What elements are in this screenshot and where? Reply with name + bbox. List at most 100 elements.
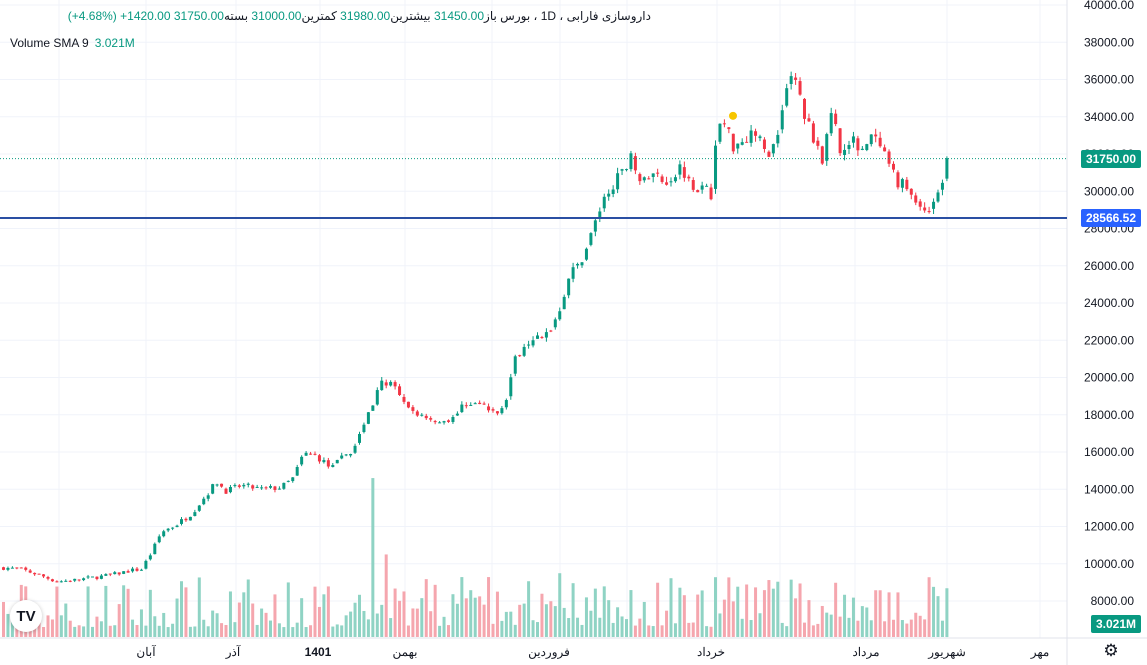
candle-body (816, 140, 820, 146)
candle-body (246, 483, 250, 485)
volume-bar (794, 598, 798, 637)
candle-body (874, 134, 878, 137)
candle-body (260, 487, 264, 489)
candle-body (896, 172, 900, 188)
gear-icon[interactable]: ⚙ (1103, 641, 1119, 660)
volume-bar (366, 619, 370, 637)
candle-body (593, 220, 597, 232)
volume-bar (709, 626, 713, 637)
volume-bar (353, 602, 357, 637)
candle-body (202, 498, 206, 505)
volume-bar (736, 586, 740, 637)
volume-bar (473, 597, 477, 637)
volume-bar (776, 581, 780, 637)
grid-lines (0, 0, 1067, 638)
volume-bar (758, 613, 762, 637)
candle-body (478, 402, 482, 405)
candle-body (638, 174, 642, 182)
volume-bar (317, 606, 321, 637)
y-tick-label: 34000.00 (1084, 110, 1134, 124)
candle-body (464, 405, 468, 407)
candle-body (522, 346, 526, 356)
candle-body (415, 411, 419, 416)
volume-bar (598, 617, 602, 637)
volume-bar (171, 623, 175, 637)
volume-bar (402, 591, 406, 637)
legend-high-label: بیشترین (390, 9, 431, 23)
candle-body (300, 456, 304, 465)
volume-bar (945, 588, 949, 637)
candle-body (277, 488, 281, 490)
candle-body (504, 400, 508, 408)
volume-bar (936, 596, 940, 637)
candle-body (727, 127, 731, 130)
candle-body (180, 519, 183, 524)
volume-bar (651, 626, 655, 637)
volume-bar (300, 598, 304, 637)
volume-bar (705, 626, 709, 637)
volume-bar (696, 594, 700, 637)
candle-body (709, 187, 713, 200)
candle-body (358, 433, 361, 443)
candle-body (892, 163, 895, 170)
candle-body (602, 196, 606, 209)
candle-body (629, 153, 633, 170)
volume-bar (914, 612, 918, 637)
candle-body (936, 192, 940, 202)
candle-body (869, 134, 873, 145)
candle-body (656, 172, 660, 174)
candle-body (50, 579, 54, 582)
legend-close-label: بسته (223, 9, 249, 23)
legend-interval: 1D (540, 9, 557, 23)
candle-body (767, 151, 771, 157)
volume-bar (687, 622, 691, 637)
volume-bar (789, 579, 793, 637)
candle-body (473, 403, 477, 405)
volume-bar (406, 625, 410, 637)
volume-bar (940, 620, 944, 637)
volume-bar (771, 588, 775, 637)
volume-bar (584, 597, 588, 637)
volume-bar (193, 626, 197, 637)
candle-body (331, 465, 335, 468)
last-price-badge: 31750.00 (1080, 150, 1141, 168)
candle-body (571, 267, 575, 279)
volume-bar (883, 621, 887, 637)
volume-bar (295, 622, 299, 637)
volume-bar (313, 586, 317, 637)
candle-body (576, 263, 580, 266)
candle-body (340, 455, 344, 459)
candle-body (295, 467, 299, 476)
volume-bar (139, 609, 143, 637)
y-tick-label: 20000.00 (1084, 371, 1134, 385)
volume-bar (544, 604, 548, 637)
candle-body (642, 177, 646, 181)
candle-body (15, 567, 19, 569)
candle-body (722, 123, 726, 125)
candle-body (433, 421, 437, 423)
candle-body (264, 487, 268, 489)
candle-body (909, 188, 913, 195)
volume-bar (215, 613, 219, 637)
tradingview-logo-icon[interactable]: TV (10, 600, 42, 632)
volume-bar (415, 608, 419, 637)
candle-body (856, 138, 860, 151)
volume-bar (576, 617, 580, 637)
volume-bar (362, 610, 366, 637)
volume-bar (834, 582, 838, 637)
y-tick-label: 30000.00 (1084, 184, 1134, 198)
candle-body (491, 409, 495, 411)
candle-body (362, 424, 366, 433)
y-tick-label: 12000.00 (1084, 520, 1134, 534)
candle-body (682, 167, 686, 178)
volume-bar (593, 588, 597, 637)
volume-bar (642, 601, 646, 637)
volume-bar (478, 596, 482, 637)
y-tick-label: 26000.00 (1084, 259, 1134, 273)
volume-bar (731, 601, 735, 637)
volume-bar (887, 592, 891, 637)
volume-bar (251, 603, 255, 637)
legend-change-pct: (+4.68%) (67, 9, 117, 23)
candle-body (589, 233, 593, 245)
